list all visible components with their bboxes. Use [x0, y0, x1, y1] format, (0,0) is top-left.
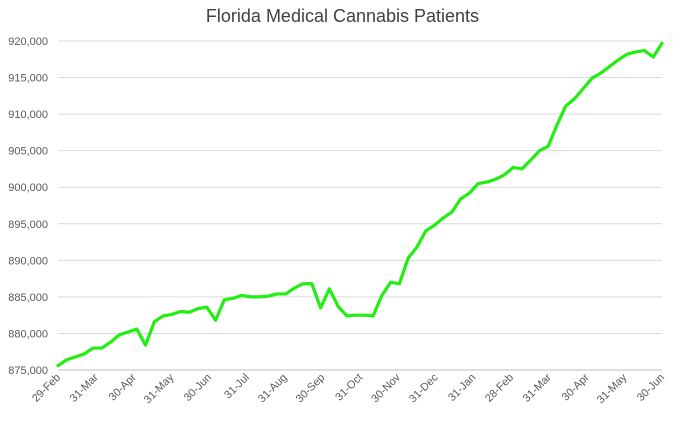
x-tick-label: 31-Oct — [333, 372, 365, 404]
y-tick-label: 875,000 — [8, 365, 48, 377]
x-tick-label: 31-Jul — [222, 372, 252, 402]
x-tick-label: 30-Jun — [182, 372, 214, 404]
x-tick-label: 31-Mar — [68, 371, 101, 404]
y-tick-label: 895,000 — [8, 219, 48, 231]
x-tick-label: 31-Mar — [521, 371, 554, 404]
y-tick-label: 890,000 — [8, 255, 48, 267]
y-tick-label: 910,000 — [8, 109, 48, 121]
y-tick-label: 900,000 — [8, 182, 48, 194]
y-tick-label: 915,000 — [8, 73, 48, 85]
x-tick-label: 31-Aug — [256, 372, 290, 406]
x-tick-label: 31-May — [595, 371, 630, 406]
y-tick-label: 920,000 — [8, 36, 48, 48]
series-line — [56, 41, 664, 368]
x-tick-label: 30-Jun — [635, 372, 667, 404]
x-tick-label: 28-Feb — [483, 372, 516, 405]
y-tick-label: 885,000 — [8, 292, 48, 304]
y-tick-label: 905,000 — [8, 146, 48, 158]
x-tick-label: 30-Sep — [294, 372, 328, 406]
x-tick-label: 31-May — [142, 371, 177, 406]
x-tick-label: 31-Dec — [407, 371, 441, 405]
chart-title: Florida Medical Cannabis Patients — [205, 6, 480, 26]
x-tick-label: 30-Apr — [560, 371, 592, 403]
x-tick-label: 30-Apr — [107, 371, 139, 403]
x-tick-label: 31-Jan — [446, 372, 478, 404]
x-tick-label: 30-Nov — [369, 371, 403, 405]
y-tick-label: 880,000 — [8, 328, 48, 340]
